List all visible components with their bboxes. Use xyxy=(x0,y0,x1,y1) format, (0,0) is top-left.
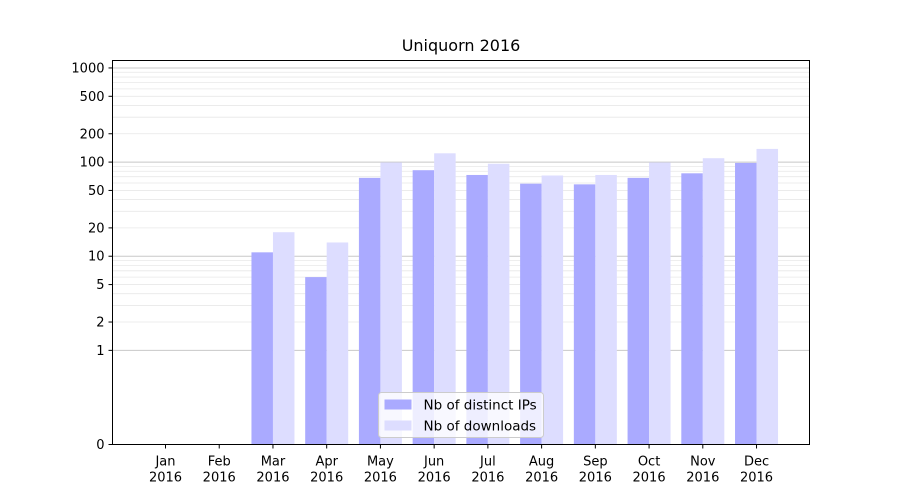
bar-downloads xyxy=(595,174,617,445)
x-tick-label-year: 2016 xyxy=(310,471,343,486)
bar-distinct-ips xyxy=(520,183,542,445)
legend-box xyxy=(378,392,544,438)
y-tick-label: 1000 xyxy=(71,61,104,76)
x-tick-label-month: Sep xyxy=(583,455,608,470)
y-tick-label: 10 xyxy=(88,250,105,265)
x-tick-label-year: 2016 xyxy=(364,471,397,486)
x-tick-label-month: Mar xyxy=(261,455,286,470)
y-axis: 0 1 2 5 10 20 50 100 200 500 1000 xyxy=(71,61,113,453)
x-tick-label-year: 2016 xyxy=(740,471,773,486)
y-tick-label: 20 xyxy=(88,221,105,236)
x-tick-label-month: Jan xyxy=(154,455,175,470)
x-axis: Jan2016Feb2016Mar2016Apr2016May2016Jun20… xyxy=(149,444,773,486)
x-tick-label-month: Feb xyxy=(208,455,231,470)
legend-label: Nb of distinct IPs xyxy=(424,398,537,414)
x-tick-label-month: Apr xyxy=(315,455,338,470)
x-tick-label-year: 2016 xyxy=(579,471,612,486)
x-tick-label-month: Oct xyxy=(638,455,660,470)
y-tick-label: 1 xyxy=(96,344,104,359)
x-tick-label-year: 2016 xyxy=(203,471,236,486)
y-tick-label: 500 xyxy=(80,90,105,105)
y-tick-label: 200 xyxy=(80,127,105,142)
bar-downloads xyxy=(702,158,725,445)
bar-distinct-ips xyxy=(627,177,650,445)
bar-distinct-ips xyxy=(305,277,327,445)
bar-downloads xyxy=(649,162,671,445)
bar-downloads xyxy=(380,162,402,445)
y-tick-label: 100 xyxy=(80,156,105,171)
plot-frame xyxy=(112,60,810,445)
x-tick-label-month: Aug xyxy=(529,455,554,470)
bar-downloads xyxy=(541,175,564,445)
bar-downloads xyxy=(487,163,510,445)
bar-downloads xyxy=(326,242,349,445)
x-tick-label-year: 2016 xyxy=(149,471,182,486)
bar-distinct-ips xyxy=(681,173,703,445)
legend-swatch xyxy=(384,420,412,431)
x-tick-label-month: Nov xyxy=(690,455,716,470)
bar-distinct-ips xyxy=(735,162,757,445)
x-tick-label-year: 2016 xyxy=(256,471,289,486)
x-tick-label-month: May xyxy=(367,455,394,470)
x-tick-label-month: Jun xyxy=(423,455,444,470)
x-tick-label-month: Dec xyxy=(744,455,769,470)
x-tick-label-month: Jul xyxy=(479,455,496,470)
x-tick-label-year: 2016 xyxy=(686,471,719,486)
bar-downloads xyxy=(434,153,456,445)
x-tick-label-year: 2016 xyxy=(633,471,666,486)
bar-distinct-ips xyxy=(251,252,273,445)
bar-downloads xyxy=(756,148,779,445)
y-tick-label: 50 xyxy=(88,184,105,199)
y-tick-label: 0 xyxy=(96,438,104,453)
bar-downloads xyxy=(272,232,295,445)
x-tick-label-year: 2016 xyxy=(418,471,451,486)
bars xyxy=(251,148,779,445)
legend-swatch xyxy=(384,399,412,410)
bar-distinct-ips xyxy=(573,184,596,445)
legend-label: Nb of downloads xyxy=(424,419,537,435)
x-tick-label-year: 2016 xyxy=(471,471,504,486)
bar-distinct-ips xyxy=(412,170,435,445)
x-tick-label-year: 2016 xyxy=(525,471,558,486)
bar-distinct-ips xyxy=(466,174,488,445)
legend: Nb of distinct IPs Nb of downloads xyxy=(378,392,544,438)
bar-distinct-ips xyxy=(358,177,381,445)
y-tick-label: 2 xyxy=(96,316,104,331)
y-tick-label: 5 xyxy=(96,278,104,293)
chart-title: Uniquorn 2016 xyxy=(402,36,521,55)
